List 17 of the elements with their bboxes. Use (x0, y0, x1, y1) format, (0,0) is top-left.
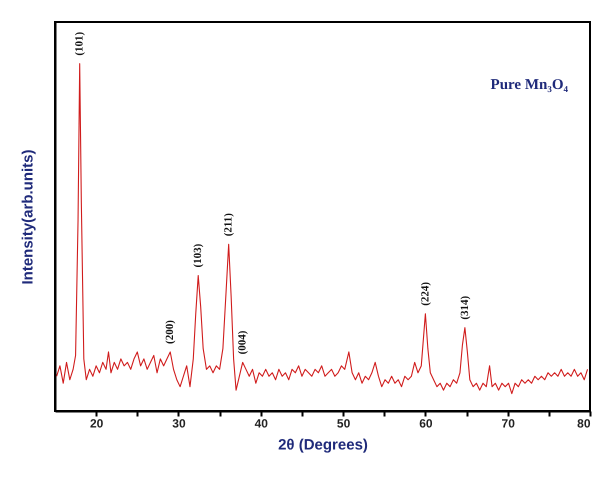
x-tick-label: 70 (502, 416, 516, 430)
annotation: (314) (458, 295, 471, 320)
x-tick-label: 80 (577, 416, 591, 430)
annotation: (004) (236, 330, 249, 354)
annotation: (224) (419, 282, 432, 306)
x-tick-label: 30 (172, 416, 186, 430)
x-axis-title: 2θ (Degrees) (278, 436, 368, 454)
y-axis-title: Intensity(arb.units) (20, 149, 36, 285)
annotation: (200) (164, 320, 176, 344)
x-tick-label: 60 (419, 416, 433, 430)
annotation: Pure Mn₃O₄ (490, 77, 568, 93)
x-tick-label: 20 (90, 416, 104, 430)
x-tick-label: 40 (254, 416, 268, 430)
x-tick-label: 50 (336, 416, 351, 430)
annotation: (103) (192, 243, 204, 268)
annotation: (101) (74, 32, 86, 56)
annotation: (211) (222, 212, 235, 236)
